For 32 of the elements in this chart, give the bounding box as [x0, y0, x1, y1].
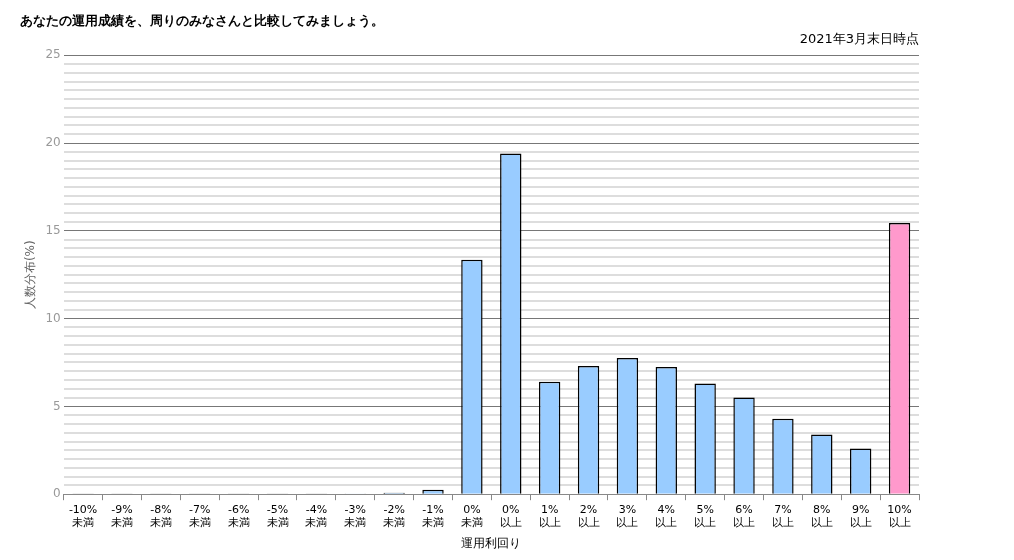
- x-tick-label: 4% 以上: [655, 502, 678, 529]
- x-tick-label: 0% 以上: [499, 502, 522, 529]
- x-tick-label: 8% 以上: [810, 502, 833, 529]
- x-axis-title: 運用利回り: [461, 535, 522, 550]
- x-tick-label: 9% 以上: [849, 502, 872, 529]
- x-tick-label: -8% 未満: [149, 502, 172, 529]
- x-tick-label: 2% 以上: [577, 502, 600, 529]
- y-tick-label: 25: [45, 47, 61, 62]
- y-tick-label: 20: [45, 135, 61, 150]
- x-tick-label: 10% 以上: [887, 502, 912, 529]
- x-tick-label: 7% 以上: [771, 502, 794, 529]
- x-tick-label: -10% 未満: [68, 502, 98, 529]
- chart-subtitle: 2021年3月末日時点: [799, 30, 919, 46]
- x-tick-label: -4% 未満: [305, 502, 328, 529]
- y-axis-title: 人数分布(%): [23, 240, 38, 310]
- y-tick-label: 5: [53, 398, 61, 413]
- y-tick-label: 10: [45, 310, 61, 325]
- x-tick-label: 5% 以上: [694, 502, 717, 529]
- x-tick-label: -9% 未満: [110, 502, 133, 529]
- x-tick-label: -7% 未満: [188, 502, 211, 529]
- chart-title: あなたの運用成績を、周りのみなさんと比較してみましょう。: [20, 13, 384, 29]
- x-tick-label: 0% 未満: [460, 502, 483, 529]
- x-tick-label: -2% 未満: [383, 502, 406, 529]
- x-tick-label: -1% 未満: [422, 502, 445, 529]
- x-tick-label: -3% 未満: [344, 502, 367, 529]
- y-tick-label: 15: [45, 222, 61, 237]
- x-tick-label: 1% 以上: [538, 502, 561, 529]
- x-tick-label: 3% 以上: [616, 502, 639, 529]
- x-tick-label: -5% 未満: [266, 502, 289, 529]
- x-tick-label: -6% 未満: [227, 502, 250, 529]
- x-tick-label: 6% 以上: [733, 502, 756, 529]
- y-tick-label: 0: [53, 486, 61, 501]
